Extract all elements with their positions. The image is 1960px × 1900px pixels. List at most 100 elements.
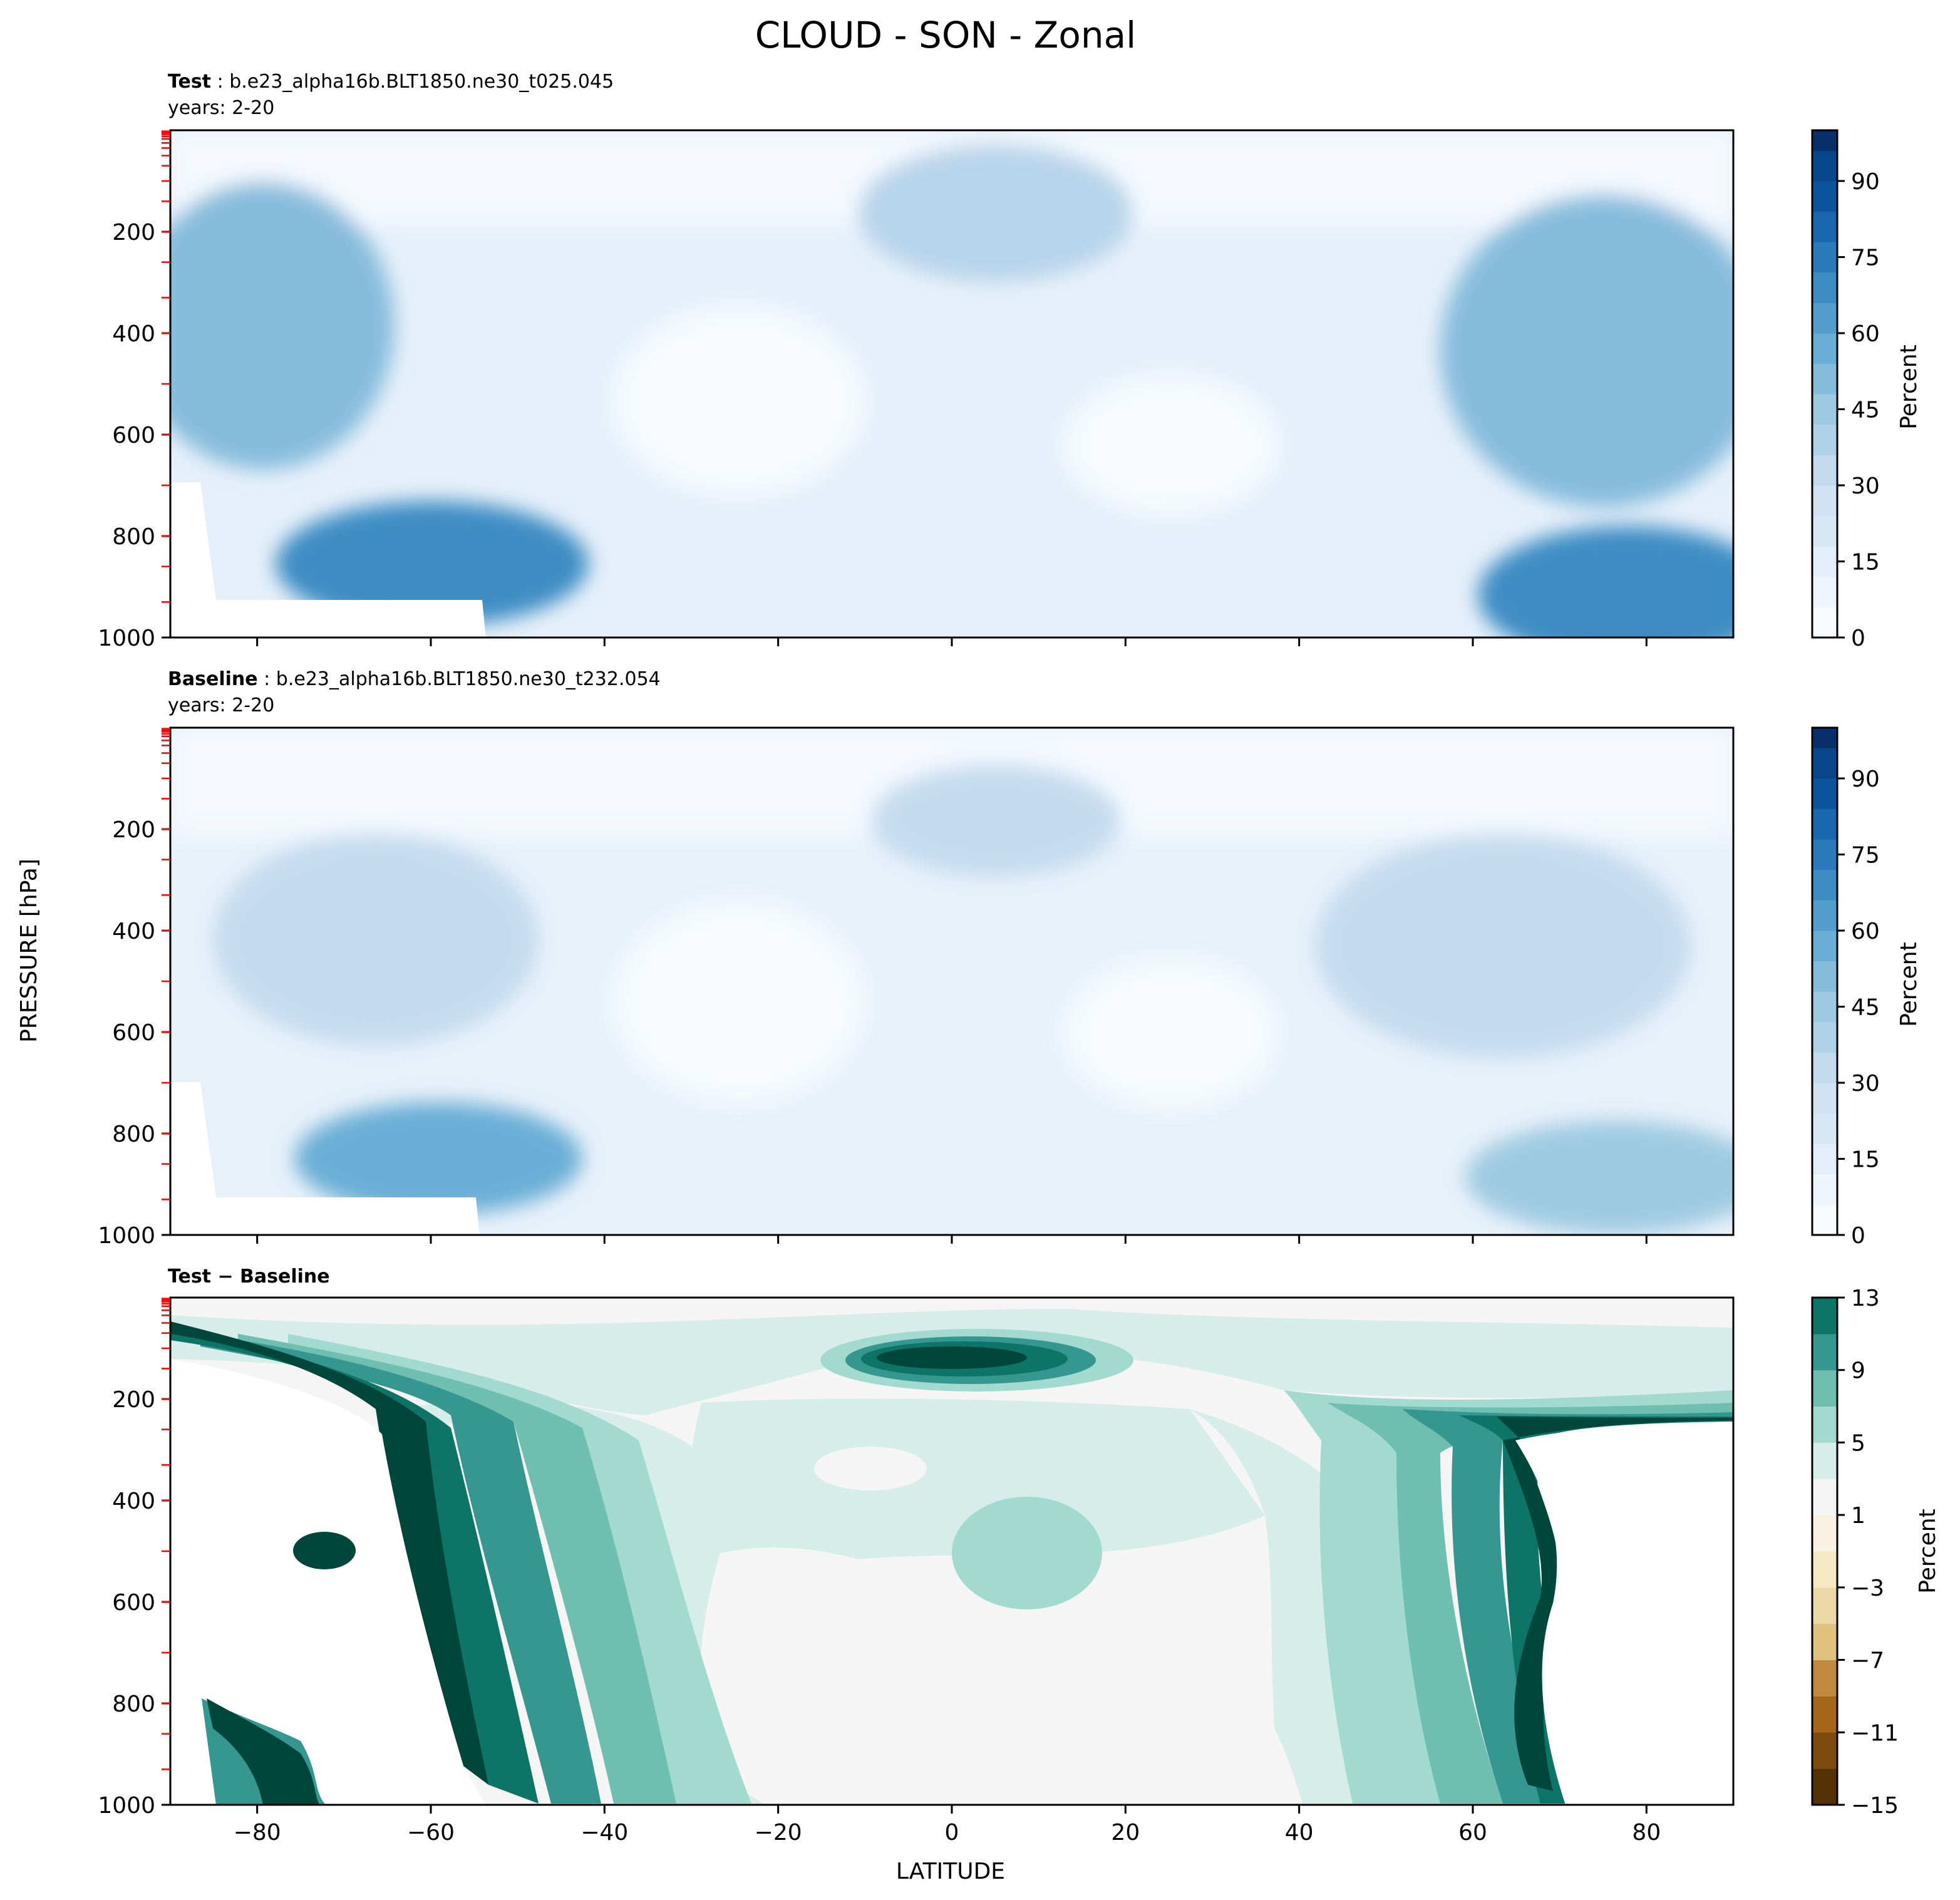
- diff-south-band-11: [170, 1328, 539, 1804]
- baseline-north-midlevel-max: [1315, 833, 1691, 1058]
- test-tropical-upper-max: [858, 144, 1133, 282]
- diff-colorbar-band: [1812, 1732, 1837, 1769]
- diff-contour-field: [170, 1298, 1733, 1805]
- baseline-y-tick-label: 600: [112, 1020, 155, 1046]
- baseline-colorbar-band: [1812, 1083, 1837, 1114]
- test-antarctic-mask: [170, 482, 486, 638]
- diff-colorbar-tick-label: −3: [1851, 1576, 1884, 1601]
- diff-colorbar-band: [1812, 1298, 1837, 1335]
- baseline-colorbar-tick-label: 90: [1851, 767, 1880, 792]
- diff-panel-title: Test − Baseline: [168, 1266, 330, 1288]
- test-colorbar-tick-label: 60: [1851, 321, 1880, 347]
- test-colorbar-band: [1812, 242, 1837, 273]
- test-colorbar-tick-label: 30: [1851, 473, 1880, 499]
- baseline-colorbar-band: [1812, 748, 1837, 779]
- test-colorbar-band: [1812, 546, 1837, 577]
- diff-colorbar-tick-label: 1: [1851, 1503, 1865, 1529]
- test-y-tick-label: 200: [112, 220, 155, 245]
- diff-colorbar-band: [1812, 1768, 1837, 1805]
- diff-north-max-band: [1497, 1417, 1733, 1791]
- baseline-contour-field: [170, 728, 1733, 1235]
- test-colorbar-band: [1812, 130, 1837, 151]
- test-colorbar-band: [1812, 333, 1837, 364]
- diff-tropical-upper-13: [877, 1346, 1027, 1369]
- diff-y-tick-label: 600: [112, 1590, 155, 1616]
- diff-colorbar-band: [1812, 1406, 1837, 1443]
- baseline-colorbar-band: [1812, 839, 1837, 870]
- baseline-colorbar-tick-label: 60: [1851, 919, 1880, 944]
- test-years: years: 2-20: [168, 97, 274, 119]
- test-colorbar-frame: [1811, 129, 1839, 639]
- baseline-colorbar-tick-label: 0: [1851, 1223, 1865, 1249]
- baseline-panel: Baseline : b.e23_alpha16b.BLT1850.ne30_t…: [98, 668, 1922, 1249]
- test-colorbar-band: [1812, 576, 1837, 607]
- baseline-tropical-upper-max: [870, 764, 1121, 877]
- test-colorbar-band: [1812, 181, 1837, 212]
- diff-x-tick-label: −40: [580, 1820, 628, 1846]
- baseline-south-subtropical-min: [614, 902, 864, 1102]
- test-colorbar-band: [1812, 424, 1837, 455]
- baseline-north-subtropical-min: [1065, 958, 1277, 1108]
- baseline-x-ticks: [256, 1235, 1648, 1244]
- diff-x-tick-label: 80: [1632, 1820, 1661, 1846]
- baseline-y-tick-label: 800: [112, 1122, 155, 1147]
- test-colorbar-band: [1812, 211, 1837, 242]
- test-south-low-cloud-max: [276, 501, 589, 626]
- test-south-midlevel-max: [170, 182, 395, 470]
- baseline-y-tick-label: 400: [112, 919, 155, 944]
- diff-south-blob: [293, 1532, 356, 1569]
- test-boundary-ticks: [162, 130, 170, 603]
- baseline-colorbar-frame: [1811, 726, 1839, 1236]
- baseline-colorbar-label: Percent: [1896, 942, 1922, 1026]
- diff-colorbar-frame: [1811, 1296, 1839, 1806]
- diff-x-tick-label: 40: [1285, 1820, 1314, 1846]
- test-colorbar: 0 15 30 45 60 75 90: [1811, 129, 1880, 651]
- diff-colorbar-band: [1812, 1623, 1837, 1661]
- test-colorbar-band: [1812, 394, 1837, 425]
- diff-antarctic-neutral: [170, 1359, 485, 1805]
- baseline-colorbar-band: [1812, 931, 1837, 962]
- diff-boundary-ticks: [162, 1298, 170, 1770]
- diff-x-tick-label: −20: [755, 1820, 802, 1846]
- test-colorbar-band: [1812, 455, 1837, 486]
- shared-y-axis-label: PRESSURE [hPa]: [16, 859, 42, 1043]
- baseline-y-tick-label: 1000: [98, 1223, 155, 1249]
- figure-title: CLOUD - SON - Zonal: [755, 14, 1137, 56]
- test-colorbar-band: [1812, 515, 1837, 547]
- test-south-subtropical-min: [614, 307, 864, 495]
- test-colorbar-band: [1812, 607, 1837, 638]
- test-y-tick-label: 800: [112, 524, 155, 550]
- baseline-colorbar-band: [1812, 1144, 1837, 1175]
- test-x-ticks: [256, 638, 1648, 646]
- diff-colorbar-band: [1812, 1479, 1837, 1515]
- baseline-y-tick-label: 200: [112, 817, 155, 843]
- baseline-label: Baseline: [168, 668, 258, 690]
- baseline-boundary-ticks: [162, 728, 170, 1200]
- diff-x-tick-label: −60: [407, 1820, 455, 1846]
- diff-y-tick-label: 400: [112, 1489, 155, 1514]
- baseline-colorbar-band: [1812, 1021, 1837, 1053]
- diff-central-column: [952, 1497, 1102, 1609]
- test-colorbar-band: [1812, 150, 1837, 182]
- test-colorbar-tick-label: 45: [1851, 398, 1880, 423]
- diff-y-tick-label: 200: [112, 1387, 155, 1413]
- diff-x-tick-label: 20: [1111, 1820, 1140, 1846]
- test-y-tick-label: 1000: [98, 626, 155, 651]
- baseline-colorbar-band: [1812, 778, 1837, 810]
- baseline-colorbar: 0 15 30 45 60 75 90: [1811, 726, 1880, 1249]
- test-colorbar-band: [1812, 363, 1837, 395]
- diff-colorbar-tick-label: −11: [1851, 1720, 1899, 1746]
- test-north-midlevel-max: [1440, 194, 1733, 507]
- diff-x-ticks: −80 −60 −40 −20 0 20 40 60 80: [234, 1805, 1661, 1846]
- test-colorbar-tick-label: 15: [1851, 550, 1880, 576]
- diff-upper-weak-band: [170, 1309, 1733, 1415]
- baseline-panel-title: Baseline : b.e23_alpha16b.BLT1850.ne30_t…: [168, 668, 661, 690]
- baseline-colorbar-tick-label: 30: [1851, 1071, 1880, 1097]
- diff-tropical-weak-band: [689, 1398, 1265, 1603]
- test-panel: Test : b.e23_alpha16b.BLT1850.ne30_t025.…: [98, 71, 1922, 651]
- diff-y-ticks: 200 400 600 800 1000: [98, 1387, 170, 1819]
- test-north-subtropical-min: [1065, 376, 1277, 514]
- diff-antarctic-coast-max: [207, 1698, 319, 1805]
- test-colorbar-tick-label: 0: [1851, 626, 1865, 651]
